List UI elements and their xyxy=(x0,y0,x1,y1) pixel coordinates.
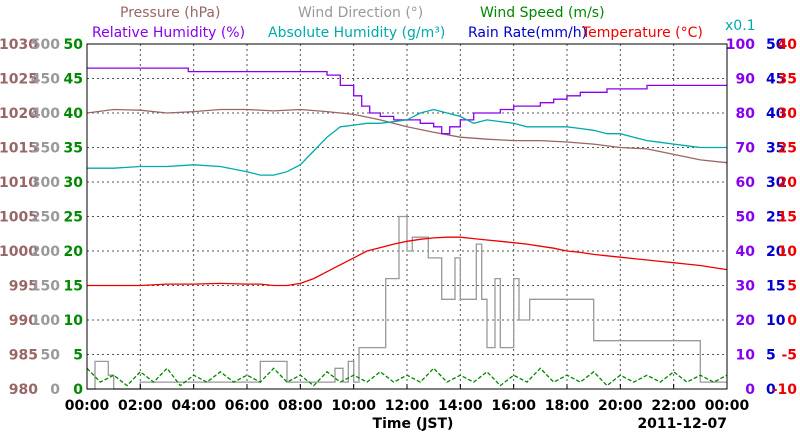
y-tick-wind-speed: 25 xyxy=(64,210,83,226)
y-tick-temperature: 15 xyxy=(778,210,797,226)
legend-wind-speed: Wind Speed (m/s) xyxy=(480,5,605,21)
y-tick-humidity: 20 xyxy=(736,313,756,329)
y-tick-rain-rate: 0 xyxy=(766,382,776,398)
series-line-5 xyxy=(87,108,727,176)
x-tick-label: 00:00 xyxy=(705,398,750,414)
y-tick-temperature: 0 xyxy=(787,313,797,329)
y-tick-temperature: 20 xyxy=(778,175,798,191)
y-tick-wind-speed: 50 xyxy=(64,37,84,53)
legend-absolute-humidity: Absolute Humidity (g/m³) xyxy=(268,25,445,41)
y-tick-pressure: 1025 xyxy=(0,72,38,88)
y-tick-wind-speed: 40 xyxy=(64,106,84,122)
y-tick-humidity: 40 xyxy=(736,244,756,260)
y-tick-wind-speed: 15 xyxy=(64,279,83,295)
y-tick-humidity: 60 xyxy=(736,175,756,191)
y-tick-wind-speed: 30 xyxy=(64,175,84,191)
y-tick-humidity: 0 xyxy=(745,382,755,398)
y-tick-wind-speed: 35 xyxy=(64,141,83,157)
y-tick-wind-direction: 150 xyxy=(31,279,60,295)
x-tick-label: 10:00 xyxy=(331,398,376,414)
y-tick-humidity: 100 xyxy=(726,37,755,53)
series-line-1 xyxy=(86,108,728,164)
x-tick-label: 08:00 xyxy=(278,398,323,414)
y-tick-temperature: 10 xyxy=(778,244,798,260)
legend-temperature: Temperature (°C) xyxy=(581,25,703,41)
series-line-4 xyxy=(87,67,727,135)
y-tick-rain-rate: 20 xyxy=(766,244,786,260)
x-tick-label: 00:00 xyxy=(65,398,110,414)
y-tick-humidity: 30 xyxy=(736,279,756,295)
series-line-6 xyxy=(87,236,728,287)
y-tick-rain-rate: 40 xyxy=(766,106,786,122)
y-tick-pressure: 1000 xyxy=(0,244,38,260)
legend-scale-note: x0.1 xyxy=(725,18,756,34)
axis-ticks: 1030102510201015101010051000995990985980… xyxy=(0,37,797,414)
y-tick-wind-direction: 400 xyxy=(31,106,60,122)
y-tick-humidity: 10 xyxy=(736,348,756,364)
y-tick-temperature: 35 xyxy=(778,72,797,88)
y-tick-pressure: 1020 xyxy=(0,106,38,122)
y-tick-rain-rate: 5 xyxy=(766,348,776,364)
y-tick-wind-direction: 500 xyxy=(31,37,60,53)
y-tick-pressure: 990 xyxy=(9,313,38,329)
y-tick-temperature: 40 xyxy=(778,37,798,53)
y-tick-rain-rate: 50 xyxy=(766,37,786,53)
y-tick-rain-rate: 35 xyxy=(766,141,785,157)
series-line-2 xyxy=(87,215,727,390)
x-tick-label: 14:00 xyxy=(438,398,483,414)
x-tick-label: 12:00 xyxy=(385,398,430,414)
y-tick-rain-rate: 25 xyxy=(766,210,785,226)
y-tick-rain-rate: 30 xyxy=(766,175,786,191)
y-tick-pressure: 980 xyxy=(9,382,38,398)
y-tick-wind-speed: 20 xyxy=(64,244,84,260)
series-line-3 xyxy=(86,367,728,387)
y-tick-wind-direction: 50 xyxy=(41,348,61,364)
date-label: 2011-12-07 xyxy=(637,416,727,432)
y-tick-pressure: 995 xyxy=(9,279,38,295)
y-tick-humidity: 50 xyxy=(736,210,756,226)
legend-relative-humidity: Relative Humidity (%) xyxy=(92,25,245,41)
y-tick-wind-direction: 350 xyxy=(31,141,60,157)
y-tick-pressure: 1015 xyxy=(0,141,38,157)
y-tick-wind-direction: 250 xyxy=(31,210,60,226)
y-tick-temperature: -10 xyxy=(772,382,798,398)
x-tick-label: 02:00 xyxy=(118,398,163,414)
legend-wind-direction: Wind Direction (°) xyxy=(298,5,423,21)
y-tick-humidity: 90 xyxy=(736,72,756,88)
x-tick-label: 04:00 xyxy=(171,398,216,414)
y-tick-humidity: 80 xyxy=(736,106,756,122)
legend-pressure: Pressure (hPa) xyxy=(120,5,220,21)
y-tick-wind-speed: 10 xyxy=(64,313,84,329)
y-tick-wind-speed: 0 xyxy=(73,382,83,398)
y-tick-wind-speed: 45 xyxy=(64,72,83,88)
y-tick-temperature: -5 xyxy=(781,348,797,364)
x-tick-label: 22:00 xyxy=(651,398,696,414)
y-tick-pressure: 1005 xyxy=(0,210,38,226)
x-tick-label: 20:00 xyxy=(598,398,643,414)
x-tick-label: 06:00 xyxy=(225,398,270,414)
y-tick-wind-speed: 5 xyxy=(73,348,83,364)
x-tick-label: 18:00 xyxy=(545,398,590,414)
y-tick-pressure: 985 xyxy=(9,348,38,364)
y-tick-wind-direction: 300 xyxy=(31,175,60,191)
y-tick-temperature: 25 xyxy=(778,141,797,157)
y-tick-wind-direction: 0 xyxy=(50,382,60,398)
y-tick-wind-direction: 450 xyxy=(31,72,60,88)
x-axis-label: Time (JST) xyxy=(373,416,454,432)
y-tick-rain-rate: 15 xyxy=(766,279,785,295)
y-tick-temperature: 30 xyxy=(778,106,798,122)
x-tick-label: 16:00 xyxy=(491,398,536,414)
y-tick-wind-direction: 100 xyxy=(31,313,60,329)
y-tick-rain-rate: 45 xyxy=(766,72,785,88)
legend-rain-rate: Rain Rate(mm/h) xyxy=(468,25,587,41)
y-tick-pressure: 1010 xyxy=(0,175,38,191)
y-tick-temperature: 5 xyxy=(787,279,797,295)
y-tick-pressure: 1030 xyxy=(0,37,38,53)
series-layer xyxy=(86,67,728,390)
y-tick-wind-direction: 200 xyxy=(31,244,60,260)
y-tick-humidity: 70 xyxy=(736,141,756,157)
y-tick-rain-rate: 10 xyxy=(766,313,786,329)
